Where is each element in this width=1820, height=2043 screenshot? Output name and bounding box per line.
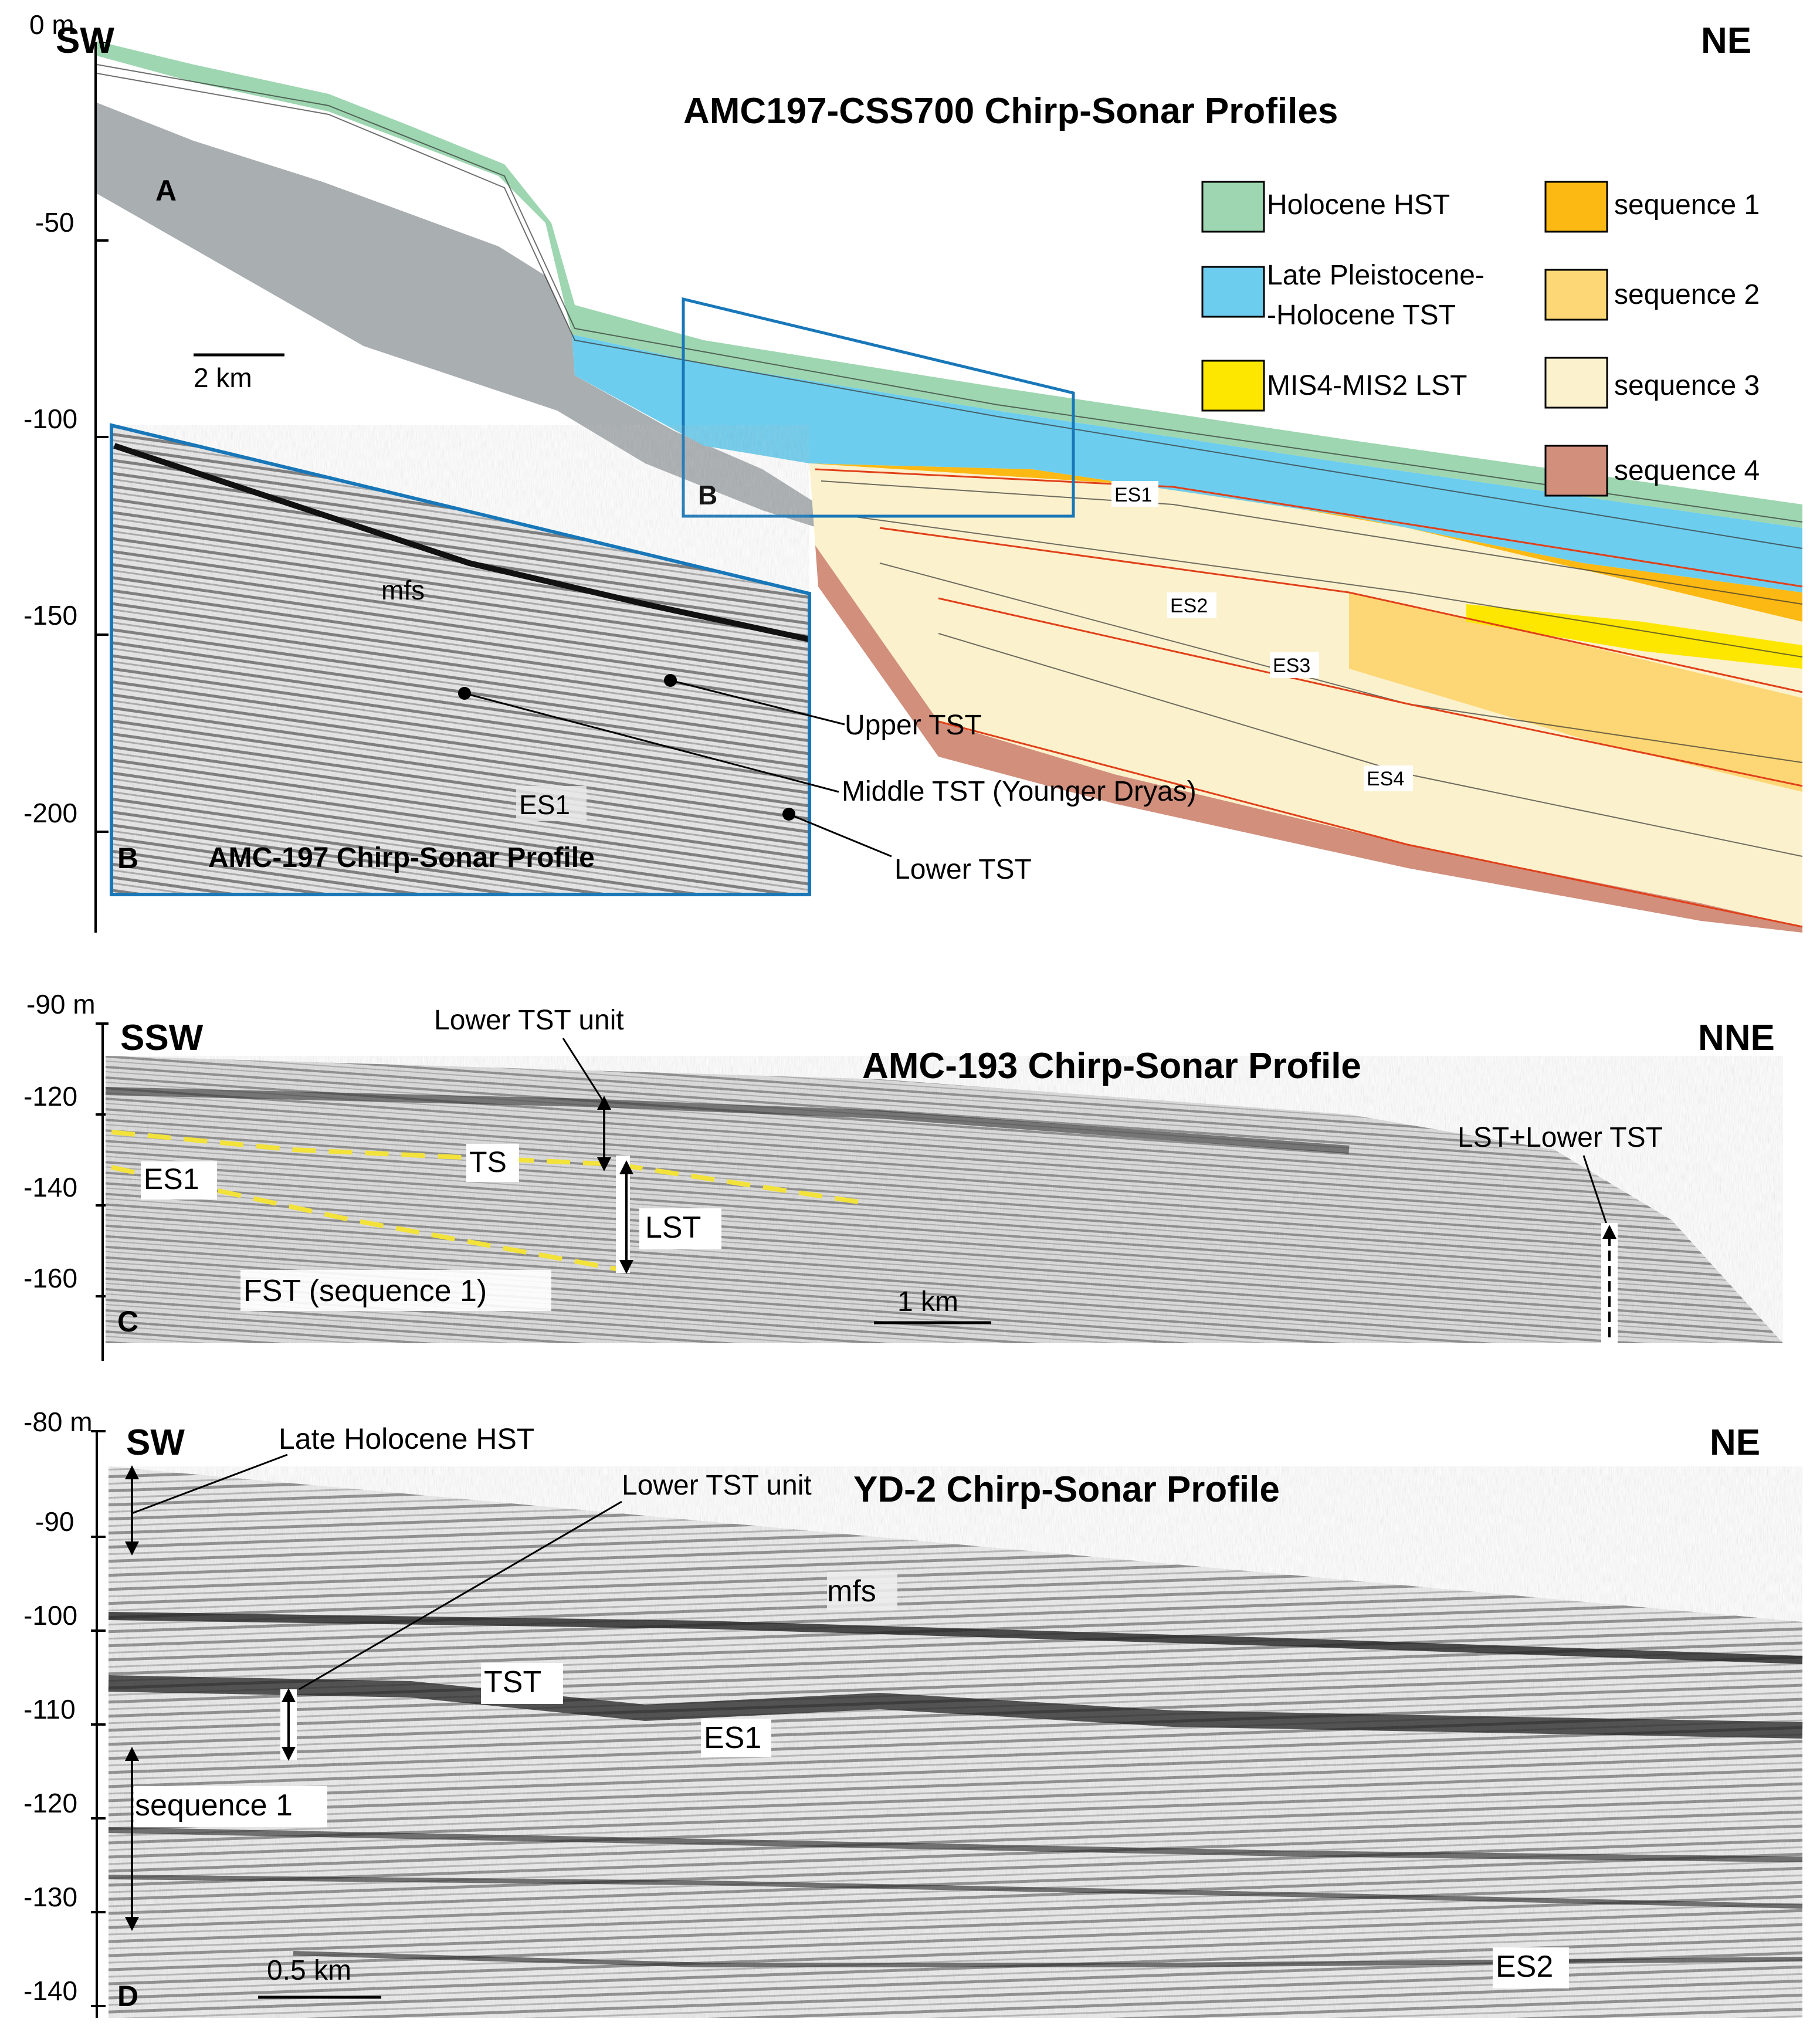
legend-label: -Holocene TST [1267,300,1456,331]
callout-line [788,813,892,858]
inset-box-outline [682,297,1075,518]
depth-label: -100 [23,1600,77,1631]
legend-swatch [1544,181,1608,233]
sequence-3-unit [809,463,1802,927]
depth-label: 0 m [29,9,74,40]
panel-b-title: AMC-197 Chirp-Sonar Profile [208,842,595,873]
legend: Holocene HST Late Pleistocene- -Holocene… [1201,181,1760,497]
panel-d-title: YD-2 Chirp-Sonar Profile [853,1469,1280,1510]
legend-swatch [1544,445,1608,497]
direction-nne: NNE [1698,1018,1775,1058]
lst-lower-tst-label: LST+Lower TST [1458,1122,1663,1153]
depth-label: -150 [23,600,77,631]
es2-label-d: ES2 [1496,1950,1553,1984]
direction-sw: SW [56,21,114,61]
legend-label: sequence 2 [1614,279,1760,310]
depth-label: -50 [35,207,74,238]
callout-upper-tst: Upper TST [845,710,982,741]
tst-label-d: TST [484,1665,541,1699]
scale-label-d: 0.5 km [267,1955,351,1986]
bedrock-unit [97,103,818,528]
legend-label: MIS4-MIS2 LST [1267,370,1467,401]
legend-label: Holocene HST [1267,189,1450,221]
depth-label: -90 m [26,989,96,1019]
panel-c-title: AMC-193 Chirp-Sonar Profile [862,1046,1361,1086]
depth-label: -130 [23,1882,77,1912]
legend-label: sequence 1 [1614,189,1760,221]
surface-es2: ES2 [1170,595,1208,617]
legend-swatch [1201,360,1265,412]
legend-label: sequence 4 [1614,455,1760,486]
mfs-label-b: mfs [381,575,425,605]
panel-a: 0 m -50 -100 -150 -200 B [23,9,1803,933]
mfs-label-d: mfs [827,1574,876,1608]
panel-letter-a: A [155,174,177,207]
depth-label: -110 [23,1694,76,1724]
fst-label: FST (sequence 1) [243,1274,487,1308]
depth-label: -90 [35,1506,74,1537]
lst-label: LST [645,1211,701,1245]
direction-ssw: SSW [120,1018,204,1058]
callout-lower-tst: Lower TST [894,854,1032,885]
late-holocene-hst-label: Late Holocene HST [279,1422,534,1455]
depth-label: -140 [23,1172,77,1202]
direction-sw-d: SW [126,1422,185,1463]
lower-tst-unit-label-c: Lower TST unit [434,1005,624,1036]
callout-middle-tst: Middle TST (Younger Dryas) [842,776,1197,807]
sequence-1-label: sequence 1 [135,1788,293,1822]
panel-c: -90 m -120 -140 -160 SSW NNE AMC-193 Chi… [23,989,1783,1361]
legend-swatch [1201,181,1265,233]
depth-label: -100 [23,404,77,434]
depth-label: -160 [23,1263,77,1293]
direction-ne-d: NE [1710,1422,1760,1463]
ts-label: TS [469,1146,507,1178]
legend-swatch [1544,357,1608,409]
panel-letter-b: B [117,842,138,875]
es1-label-d: ES1 [704,1721,761,1755]
depth-label: -200 [23,798,77,828]
es1-label-b: ES1 [519,790,570,820]
hst-unit [97,41,1802,528]
ts-dashed-line [111,1130,863,1205]
panel-b: mfs ES1 B AMC-197 Chirp-Sonar Profile Up… [110,423,1197,896]
surface-es1: ES1 [1114,484,1152,506]
inset-box-letter: B [698,480,717,510]
legend-label: Late Pleistocene- [1267,260,1485,291]
lower-tst-unit-label-d: Lower TST unit [622,1470,812,1501]
legend-swatch [1544,269,1608,321]
depth-label: -120 [23,1081,77,1112]
surface-es4: ES4 [1367,768,1404,790]
depth-label: -140 [23,1976,77,2006]
lst-unit [1466,604,1802,669]
scale-label-c: 1 km [897,1286,958,1317]
tst-unit [572,334,1802,592]
panel-d: -80 m -90 -100 -110 -120 -130 -140 SW NE… [23,1407,1803,2018]
direction-ne: NE [1701,21,1751,61]
callout-line [670,679,845,726]
scale-label-a: 2 km [194,362,252,393]
panel-b-frame [110,423,811,896]
surface-es3: ES3 [1273,655,1310,677]
callout-line [464,692,839,793]
es1-label-c: ES1 [144,1163,199,1195]
legend-label: sequence 3 [1614,370,1760,401]
legend-swatch [1201,266,1265,318]
depth-label: -120 [23,1788,77,1818]
panel-letter-c: C [117,1305,138,1338]
panel-letter-d: D [117,1980,138,2012]
seafloor-reflector [113,443,811,642]
depth-label: -80 m [23,1407,93,1437]
sequence-2-unit [1349,592,1802,792]
panel-a-title: AMC197-CSS700 Chirp-Sonar Profiles [683,91,1338,131]
